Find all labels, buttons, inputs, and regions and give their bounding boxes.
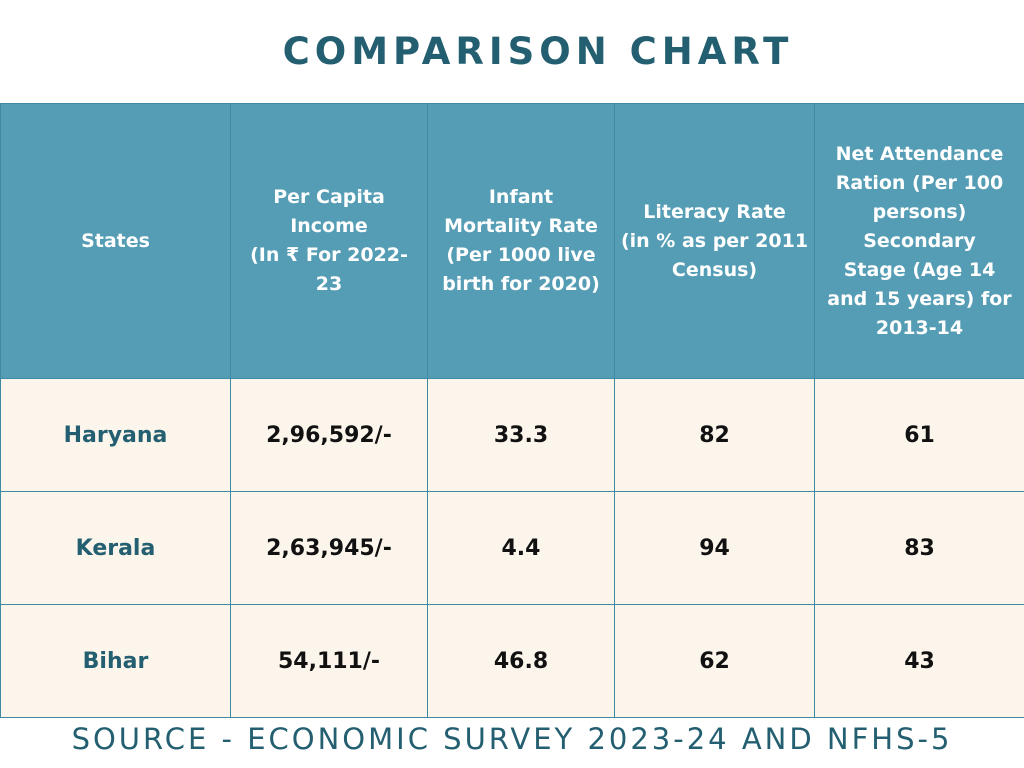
column-header-infant-mortality-rate: Infant Mortality Rate (Per 1000 live bir… xyxy=(427,103,615,379)
infant-mortality-cell: 33.3 xyxy=(427,378,615,492)
net-attendance-cell: 43 xyxy=(814,604,1024,718)
literacy-rate-cell: 82 xyxy=(614,378,815,492)
per-capita-income-cell: 54,111/- xyxy=(230,604,428,718)
state-cell: Bihar xyxy=(0,604,231,718)
infant-mortality-cell: 4.4 xyxy=(427,491,615,605)
page-title: COMPARISON CHART xyxy=(282,30,794,73)
table-row: Kerala 2,63,945/- 4.4 94 83 xyxy=(0,491,1024,605)
column-header-states: States xyxy=(0,103,231,379)
literacy-rate-cell: 94 xyxy=(614,491,815,605)
table-row: Bihar 54,111/- 46.8 62 43 xyxy=(0,604,1024,718)
infant-mortality-cell: 46.8 xyxy=(427,604,615,718)
literacy-rate-cell: 62 xyxy=(614,604,815,718)
table-header-row: States Per Capita Income (In ₹ For 2022-… xyxy=(0,103,1024,379)
source-footer: SOURCE - ECONOMIC SURVEY 2023-24 AND NFH… xyxy=(71,722,953,756)
column-header-literacy-rate: Literacy Rate (in % as per 2011 Census) xyxy=(614,103,815,379)
per-capita-income-cell: 2,63,945/- xyxy=(230,491,428,605)
net-attendance-cell: 83 xyxy=(814,491,1024,605)
comparison-table: States Per Capita Income (In ₹ For 2022-… xyxy=(0,103,1024,718)
state-cell: Kerala xyxy=(0,491,231,605)
table-row: Haryana 2,96,592/- 33.3 82 61 xyxy=(0,378,1024,492)
state-cell: Haryana xyxy=(0,378,231,492)
net-attendance-cell: 61 xyxy=(814,378,1024,492)
per-capita-income-cell: 2,96,592/- xyxy=(230,378,428,492)
column-header-net-attendance-ratio: Net Attendance Ration (Per 100 persons) … xyxy=(814,103,1024,379)
column-header-per-capita-income: Per Capita Income (In ₹ For 2022- 23 xyxy=(230,103,428,379)
